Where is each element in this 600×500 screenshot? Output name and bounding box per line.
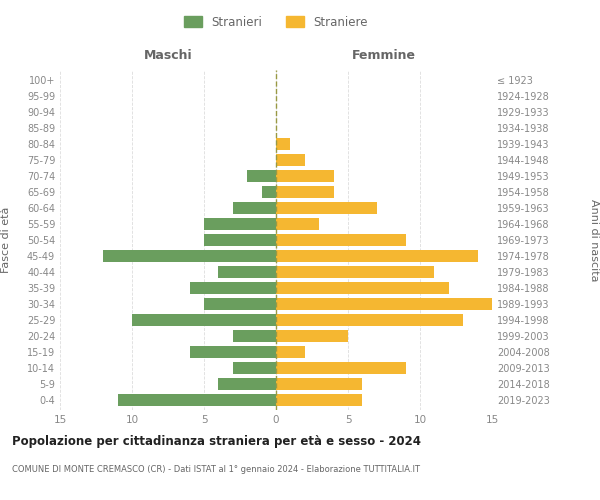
Bar — [233, 202, 276, 214]
Bar — [276, 138, 290, 150]
Bar — [276, 186, 334, 198]
Bar — [276, 202, 377, 214]
Bar — [276, 154, 305, 166]
Text: Fasce di età: Fasce di età — [1, 207, 11, 273]
Bar — [132, 314, 276, 326]
Bar — [190, 282, 276, 294]
Bar — [190, 346, 276, 358]
Bar — [276, 170, 334, 182]
Bar — [276, 314, 463, 326]
Text: Popolazione per cittadinanza straniera per età e sesso - 2024: Popolazione per cittadinanza straniera p… — [12, 435, 421, 448]
Bar — [276, 394, 362, 406]
Bar — [276, 234, 406, 246]
Bar — [276, 266, 434, 278]
Legend: Stranieri, Straniere: Stranieri, Straniere — [179, 11, 373, 34]
Bar — [276, 378, 362, 390]
Bar — [218, 266, 276, 278]
Text: COMUNE DI MONTE CREMASCO (CR) - Dati ISTAT al 1° gennaio 2024 - Elaborazione TUT: COMUNE DI MONTE CREMASCO (CR) - Dati IST… — [12, 465, 420, 474]
Bar — [103, 250, 276, 262]
Bar — [204, 218, 276, 230]
Bar — [262, 186, 276, 198]
Bar — [204, 298, 276, 310]
Bar — [233, 362, 276, 374]
Bar — [276, 362, 406, 374]
Bar — [218, 378, 276, 390]
Bar — [276, 218, 319, 230]
Text: Anni di nascita: Anni di nascita — [589, 198, 599, 281]
Bar — [233, 330, 276, 342]
Bar — [118, 394, 276, 406]
Bar — [276, 346, 305, 358]
Bar — [247, 170, 276, 182]
Bar — [204, 234, 276, 246]
Text: Femmine: Femmine — [352, 49, 416, 62]
Bar — [276, 282, 449, 294]
Bar — [276, 250, 478, 262]
Bar — [276, 330, 348, 342]
Text: Maschi: Maschi — [143, 49, 193, 62]
Bar — [276, 298, 492, 310]
